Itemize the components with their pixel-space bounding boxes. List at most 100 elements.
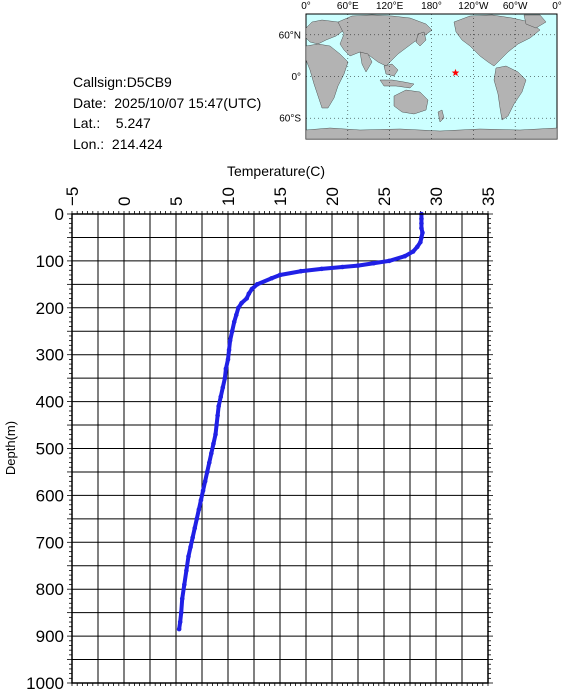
callsign-text: Callsign:D5CB9 (73, 74, 172, 90)
latitude-text: Lat.: 5.247 (73, 115, 151, 131)
map-longitude-label: 120°W (458, 1, 489, 12)
map-longitude-label: 0° (552, 1, 562, 12)
land-indonesia (379, 79, 415, 89)
x-tick-label: 10 (219, 187, 238, 206)
land-india (359, 51, 373, 73)
longitude-text: Lon.: 214.424 (73, 135, 163, 152)
chart-grid (67, 211, 493, 686)
map-longitude-labels: 0° 60°E 120°E 180° 120°W 60°W 0° (301, 1, 562, 12)
profile-point (213, 432, 218, 437)
land-europe (305, 19, 345, 45)
profile-point (229, 328, 235, 334)
y-tick-label: 1000 (26, 674, 64, 690)
profile-point (222, 375, 228, 381)
profile-point (215, 413, 220, 418)
profile-point (231, 319, 237, 325)
profile-line (177, 212, 425, 632)
profile-point (209, 450, 214, 456)
x-axis-title: Temperature(C) (227, 163, 325, 179)
profile-point (414, 244, 420, 250)
profile-point (177, 619, 183, 625)
y-tick-label: 900 (36, 627, 64, 646)
profile-point (211, 441, 216, 447)
x-tick-label: 30 (427, 187, 446, 206)
map-grid (306, 14, 557, 139)
profile-point (184, 568, 189, 573)
station-info: Callsign:D5CB9 Date: 2025/10/07 15:47(UT… (73, 72, 261, 154)
profile-point (419, 225, 424, 231)
map-longitude-label: 180° (421, 1, 442, 12)
profile-point (194, 516, 200, 522)
profile-point (226, 347, 232, 353)
map-longitude-label: 0° (301, 1, 311, 12)
profile-point (236, 305, 241, 311)
profile-point (419, 221, 424, 226)
y-tick-label: 100 (36, 252, 64, 271)
profile-point (204, 469, 210, 475)
y-tick-label: 0 (55, 205, 64, 224)
land-australia (393, 89, 429, 115)
profile-point (269, 275, 274, 281)
y-tick-label: 800 (36, 580, 64, 599)
profile-point (419, 235, 424, 240)
profile-point (220, 385, 226, 390)
y-tick-label: 700 (36, 533, 64, 552)
x-tick-label: 35 (479, 187, 498, 206)
profile-point (227, 338, 233, 343)
map-longitude-label: 120°E (376, 1, 404, 12)
profile-point (182, 582, 187, 587)
profile-point (410, 249, 416, 254)
land-se-asia (383, 63, 399, 77)
profile-point (418, 239, 423, 245)
land-new-zealand (437, 109, 445, 123)
map-latitude-label: 60°N (279, 30, 301, 41)
profile-point (225, 357, 231, 362)
profile-point (218, 394, 224, 400)
profile-point (340, 264, 345, 270)
profile-point (277, 272, 283, 278)
y-tick-labels: 0 100 200 300 400 500 600 700 800 900 1000 (26, 205, 64, 690)
profile-point (234, 312, 239, 318)
profile-point (202, 479, 208, 484)
land-greenland (523, 14, 547, 29)
profile-point (192, 525, 198, 531)
profile-point (420, 230, 425, 236)
profile-point (200, 488, 206, 494)
land-africa (305, 43, 349, 109)
profile-point (190, 535, 195, 540)
map-land (305, 14, 558, 140)
profile-point (246, 291, 252, 297)
land-asia (337, 14, 433, 67)
profile-point (178, 610, 184, 615)
map-longitude-label: 60°W (503, 1, 528, 12)
plot-frame (71, 213, 489, 684)
profile-point (196, 507, 202, 512)
land-north-america (453, 14, 541, 67)
profile-point (402, 253, 408, 259)
profile-point (176, 626, 182, 632)
profile-point (198, 497, 204, 503)
star-icon (451, 68, 460, 77)
land-japan (415, 31, 427, 47)
profile-point (239, 300, 244, 306)
profile-point (254, 282, 260, 287)
station-marker (451, 68, 460, 77)
map-latitude-labels: 60°N 0° 60°S (279, 30, 302, 124)
temperature-profile-series (176, 211, 425, 632)
profile-point (355, 263, 361, 268)
map-latitude-label: 60°S (279, 114, 301, 125)
x-tick-label: 20 (323, 187, 342, 206)
profile-point (186, 554, 191, 559)
x-tick-label: 5 (167, 197, 186, 206)
y-tick-label: 400 (36, 393, 64, 412)
y-tick-label: 500 (36, 440, 64, 459)
date-text: Date: 2025/10/07 15:47(UTC) (73, 94, 262, 111)
y-tick-label: 300 (36, 346, 64, 365)
x-tick-label: 25 (375, 187, 394, 206)
profile-point (216, 403, 221, 409)
profile-point (179, 596, 185, 601)
map-longitude-label: 60°E (337, 1, 359, 12)
y-tick-label: 200 (36, 299, 64, 318)
profile-point (214, 422, 219, 428)
profile-point (249, 286, 255, 292)
